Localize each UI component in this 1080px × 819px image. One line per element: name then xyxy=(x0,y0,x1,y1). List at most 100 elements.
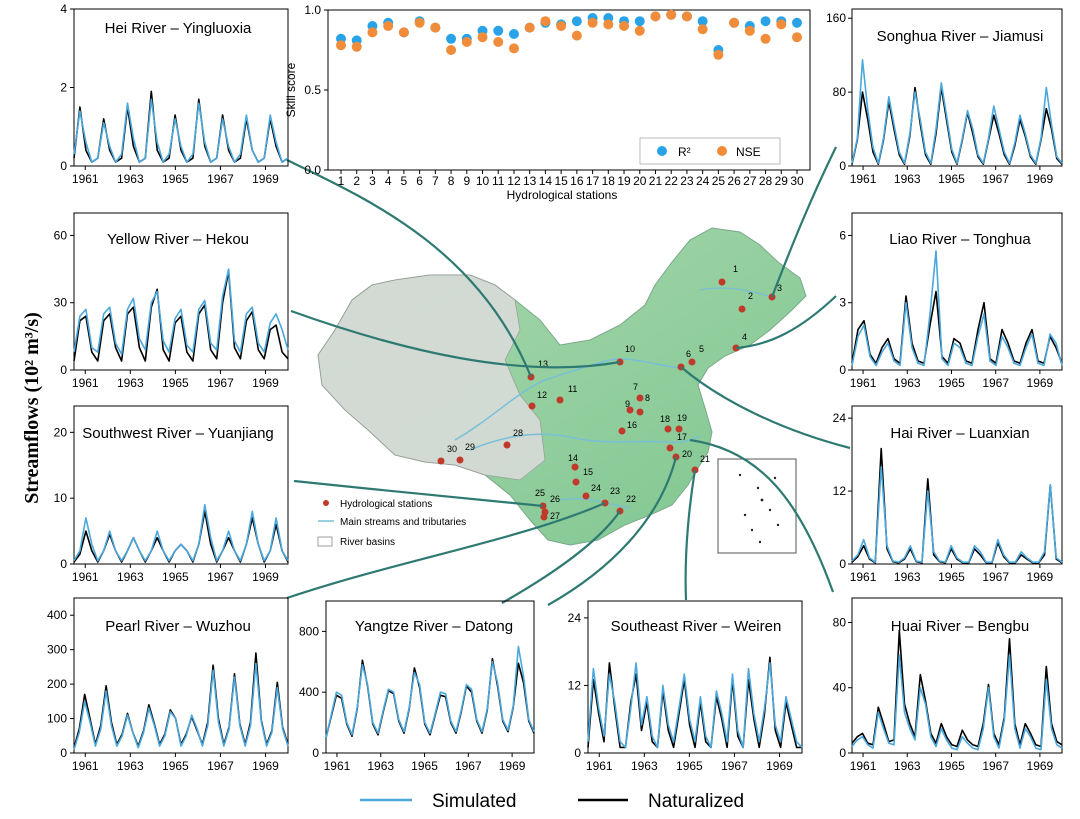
panel-frame xyxy=(851,597,1063,754)
skill-xtick-label: 19 xyxy=(617,174,631,188)
map-river-songhua xyxy=(699,287,776,299)
xtick-label: 1961 xyxy=(850,376,877,390)
xtick-label: 1969 xyxy=(252,570,279,584)
skill-xlabel: Hydrological stations xyxy=(507,188,618,202)
ytick-label: 24 xyxy=(833,411,847,425)
ytick-label: 10 xyxy=(54,491,68,505)
skill-xtick-label: 24 xyxy=(696,174,710,188)
station-label: 3 xyxy=(777,283,782,293)
simulated-series-line xyxy=(73,662,289,750)
xtick-label: 1967 xyxy=(455,759,482,773)
nse-point xyxy=(650,11,661,22)
connector-line xyxy=(286,501,606,600)
ytick-label: 24 xyxy=(568,611,582,625)
station-label: 26 xyxy=(550,494,560,504)
skill-score-chart: Skill score Hydrological stations 0.0 0.5… xyxy=(284,3,811,202)
station-label: 29 xyxy=(465,442,475,452)
connector-line xyxy=(286,159,533,378)
skill-xtick-label: 10 xyxy=(476,174,490,188)
hydrograph-panel: Southeast River – Weiren 0 12 24 1961 1963 196… xyxy=(568,600,803,773)
skill-xtick-label: 11 xyxy=(492,174,505,188)
xtick-label: 1963 xyxy=(894,570,921,584)
panel-frame xyxy=(587,600,803,754)
panel-title: Southeast River – Weiren xyxy=(611,618,782,635)
connector-line xyxy=(689,438,835,593)
panel-frame xyxy=(73,405,289,565)
xtick-label: 1961 xyxy=(850,172,877,186)
legend-r2-label: R² xyxy=(678,145,691,159)
panel-frame xyxy=(73,212,289,371)
skill-xtick-label: 26 xyxy=(727,174,741,188)
station-marker xyxy=(718,278,726,286)
station-label: 4 xyxy=(742,332,747,342)
skill-xtick-label: 4 xyxy=(385,174,392,188)
r2-point xyxy=(792,17,802,28)
ytick-label: 12 xyxy=(568,678,582,692)
connector-line xyxy=(290,309,621,369)
xtick-label: 1969 xyxy=(1027,172,1054,186)
station-label: 28 xyxy=(513,428,523,438)
station-marker xyxy=(556,396,564,404)
legend-stations-label: Hydrological stations xyxy=(340,499,432,510)
legend-r2-marker xyxy=(657,146,667,156)
xtick-label: 1969 xyxy=(252,172,279,186)
skill-xtick-label: 9 xyxy=(463,174,470,188)
ytick-label: 0 xyxy=(60,557,67,571)
xtick-label: 1963 xyxy=(117,172,144,186)
ytick-label: 200 xyxy=(47,677,67,691)
station-label: 5 xyxy=(699,344,704,354)
skill-xtick-label: 29 xyxy=(775,174,789,188)
naturalized-series-line xyxy=(73,90,289,163)
naturalized-series-line xyxy=(851,629,1063,748)
xtick-label: 1965 xyxy=(676,759,703,773)
nse-point xyxy=(634,25,645,36)
xtick-label: 1963 xyxy=(894,172,921,186)
hydrograph-panel: Liao River – Tonghua 0 3 6 1961 1963 1965 1967 1… xyxy=(839,212,1063,390)
connector-line xyxy=(735,295,837,350)
xtick-label: 1965 xyxy=(938,376,965,390)
station-label: 13 xyxy=(538,359,548,369)
legend-basins-label: River basins xyxy=(340,537,395,548)
simulated-series-line xyxy=(851,654,1063,751)
ytick-label: 20 xyxy=(54,425,68,439)
station-label: 1 xyxy=(733,264,738,274)
skill-xtick-label: 8 xyxy=(448,174,455,188)
south-china-sea-inset xyxy=(717,458,797,554)
simulated-series-line xyxy=(73,268,289,356)
nse-point xyxy=(713,49,724,60)
r2-point xyxy=(508,29,519,39)
ytick-label: 3 xyxy=(839,296,846,310)
simulated-series-line xyxy=(587,662,803,749)
xtick-label: 1967 xyxy=(982,376,1009,390)
xtick-label: 1961 xyxy=(324,759,351,773)
panel-frame xyxy=(851,212,1063,371)
station-marker xyxy=(666,444,674,452)
skill-xtick-label: 22 xyxy=(665,174,679,188)
station-label: 22 xyxy=(626,494,636,504)
panel-title: Songhua River – Jiamusi xyxy=(877,28,1044,45)
station-label: 6 xyxy=(686,349,691,359)
panel-connectors xyxy=(286,146,851,606)
connector-line xyxy=(501,510,621,604)
nse-point xyxy=(493,37,504,47)
xtick-label: 1969 xyxy=(1027,570,1054,584)
nse-point xyxy=(619,21,630,31)
skill-xtick-label: 28 xyxy=(759,174,773,188)
station-marker xyxy=(572,478,580,486)
map-river-pearl xyxy=(559,497,631,509)
xtick-label: 1961 xyxy=(72,759,99,773)
station-label: 25 xyxy=(535,488,545,498)
xtick-label: 1965 xyxy=(162,759,189,773)
skill-xtick-label: 27 xyxy=(743,174,757,188)
xtick-label: 1965 xyxy=(938,759,965,773)
station-label: 27 xyxy=(550,511,560,521)
nse-point xyxy=(587,17,598,28)
xtick-label: 1963 xyxy=(367,759,394,773)
ytick-label: 0 xyxy=(839,557,846,571)
skill-xtick-label: 1 xyxy=(338,174,345,188)
xtick-label: 1967 xyxy=(982,759,1009,773)
ytick-label: 6 xyxy=(839,228,846,242)
naturalized-series-line xyxy=(73,510,289,563)
hydrograph-panel: Southwest River – Yuanjiang 0 10 20 1961 1963… xyxy=(54,405,289,584)
ytick-label: 100 xyxy=(47,712,67,726)
